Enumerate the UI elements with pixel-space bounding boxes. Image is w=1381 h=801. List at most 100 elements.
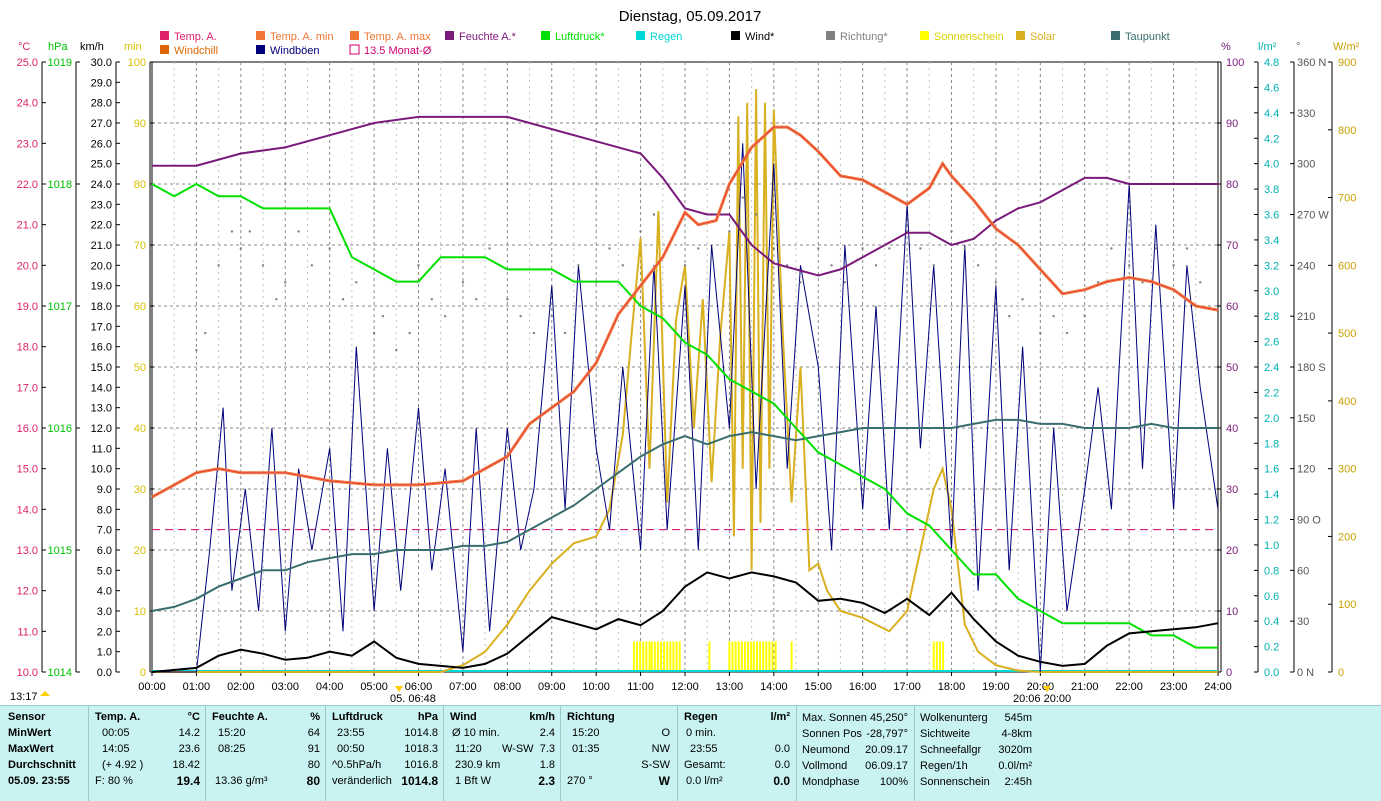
legend-swatch bbox=[920, 31, 929, 40]
axis-tick-label: 60 bbox=[1297, 565, 1309, 577]
legend-label: Temp. A. max bbox=[364, 31, 431, 43]
x-tick-label: 13:00 bbox=[716, 681, 744, 693]
direction-point bbox=[532, 331, 536, 335]
luft-min-value: 1014.8 bbox=[404, 727, 438, 739]
regen-cur-note: 0.0 l/m² bbox=[686, 775, 723, 787]
wind-max-time: 11:20 bbox=[455, 743, 482, 755]
legend-label: Regen bbox=[650, 31, 682, 43]
axis-tick-label: 40 bbox=[134, 423, 146, 435]
direction-point bbox=[1008, 314, 1011, 318]
direction-point bbox=[639, 230, 642, 233]
richtung-avg-value: S-SW bbox=[641, 759, 670, 771]
axis-tick-label: 28.0 bbox=[91, 98, 112, 110]
divider bbox=[325, 706, 326, 801]
temp-min-time: 00:05 bbox=[102, 727, 130, 739]
axis-tick-label: 1.4 bbox=[1264, 489, 1279, 501]
astro-value: 45,250° bbox=[869, 712, 908, 724]
marker-left: 13:17 bbox=[10, 691, 38, 703]
direction-point bbox=[488, 247, 491, 250]
x-tick-label: 07:00 bbox=[449, 681, 477, 693]
axis-tick-label: 30 bbox=[1226, 484, 1238, 496]
misc-key: Sonnenschein bbox=[920, 776, 990, 788]
direction-point bbox=[963, 247, 967, 250]
richtung-max-time: 01:35 bbox=[572, 743, 600, 755]
header-wind: Wind bbox=[450, 711, 477, 723]
direction-point bbox=[728, 230, 731, 233]
legend-swatch bbox=[826, 31, 835, 40]
axis-tick-label: 24.0 bbox=[17, 98, 38, 110]
misc-key: Regen/1h bbox=[920, 760, 968, 772]
axis-tick-label: 27.0 bbox=[91, 118, 112, 130]
axis-tick-label: 100 bbox=[1226, 57, 1244, 69]
direction-point bbox=[1110, 247, 1113, 250]
direction-point bbox=[1096, 281, 1100, 284]
axis-tick-label: 1015 bbox=[48, 545, 72, 557]
wind-10min-value: 2.4 bbox=[539, 727, 555, 739]
header-richtung: Richtung bbox=[567, 711, 615, 723]
direction-point bbox=[443, 314, 447, 318]
axis-tick-label: 20 bbox=[134, 545, 146, 557]
axis-tick-label: 1018 bbox=[48, 179, 72, 191]
direction-point bbox=[381, 314, 385, 318]
richtung-min-time: 15:20 bbox=[572, 727, 600, 739]
axis-tick-label: 4.6 bbox=[1264, 82, 1279, 94]
direction-point bbox=[519, 314, 522, 318]
axis-tick-label: 0 N bbox=[1297, 667, 1314, 679]
direction-point bbox=[1021, 298, 1024, 301]
axis-tick-label: 1.0 bbox=[97, 647, 112, 659]
direction-point bbox=[297, 230, 300, 233]
direction-point bbox=[284, 281, 287, 284]
axis-tick-label: 4.4 bbox=[1264, 108, 1279, 120]
legend-label: Richtung* bbox=[840, 31, 888, 43]
divider bbox=[914, 706, 915, 801]
feuchte-min-value: 64 bbox=[307, 727, 320, 739]
divider bbox=[443, 706, 444, 801]
astro-key: Sonnen Pos bbox=[802, 728, 862, 740]
direction-point bbox=[1039, 331, 1042, 335]
temp-max-time: 14:05 bbox=[102, 743, 130, 755]
unit-wm2: W/m² bbox=[1333, 41, 1360, 53]
luft-avg-value: 1016.8 bbox=[404, 759, 438, 771]
x-tick-label: 05:00 bbox=[360, 681, 388, 693]
plot-area bbox=[151, 89, 1219, 673]
axis-tick-label: 4.0 bbox=[97, 586, 112, 598]
direction-point bbox=[577, 264, 580, 267]
axis-tick-label: 30.0 bbox=[91, 57, 112, 69]
direction-point bbox=[741, 196, 744, 199]
unit-hpa: hPa bbox=[48, 41, 68, 53]
temp-avg-value: 18.42 bbox=[172, 759, 200, 771]
x-tick-label: 04:00 bbox=[316, 681, 344, 693]
axis-tick-label: 60 bbox=[1226, 301, 1238, 313]
direction-point bbox=[408, 331, 411, 335]
axis-tick-label: 90 bbox=[1226, 118, 1238, 130]
header-luftdruck-unit: hPa bbox=[417, 711, 438, 723]
wind-max-direction: W-SW bbox=[502, 743, 534, 755]
regen-total-label: Gesamt: bbox=[684, 759, 726, 771]
axis-tick-label: 17.0 bbox=[91, 321, 112, 333]
richtung-cur-value: W bbox=[658, 774, 670, 788]
direction-point bbox=[919, 247, 922, 250]
header-temp-unit: °C bbox=[187, 711, 200, 723]
x-tick-label: 19:00 bbox=[982, 681, 1010, 693]
axis-tick-label: 20.0 bbox=[17, 260, 38, 272]
misc-key: Sichtweite bbox=[920, 728, 971, 740]
axis-tick-label: 15.0 bbox=[17, 464, 38, 476]
axis-tick-label: 3.4 bbox=[1264, 235, 1279, 247]
x-tick-label: 00:00 bbox=[138, 681, 166, 693]
axis-tick-label: 0.8 bbox=[1264, 565, 1279, 577]
sunrise-marker-icon bbox=[40, 691, 50, 696]
richtung-min-value: O bbox=[661, 727, 670, 739]
regen-max-value: 0.0 bbox=[774, 743, 790, 755]
x-tick-label: 21:00 bbox=[1071, 681, 1099, 693]
direction-point bbox=[874, 264, 878, 267]
direction-point bbox=[395, 348, 398, 352]
direction-point bbox=[1154, 247, 1158, 250]
axis-tick-label: 30 bbox=[134, 484, 146, 496]
divider bbox=[205, 706, 206, 801]
direction-point bbox=[341, 298, 345, 301]
direction-point bbox=[888, 247, 891, 250]
axis-tick-label: 330 bbox=[1297, 108, 1315, 120]
axis-tick-label: 1016 bbox=[48, 423, 72, 435]
marker-right: 20:06 20:00 bbox=[1013, 693, 1071, 705]
legend-label: Windböen bbox=[270, 45, 320, 57]
